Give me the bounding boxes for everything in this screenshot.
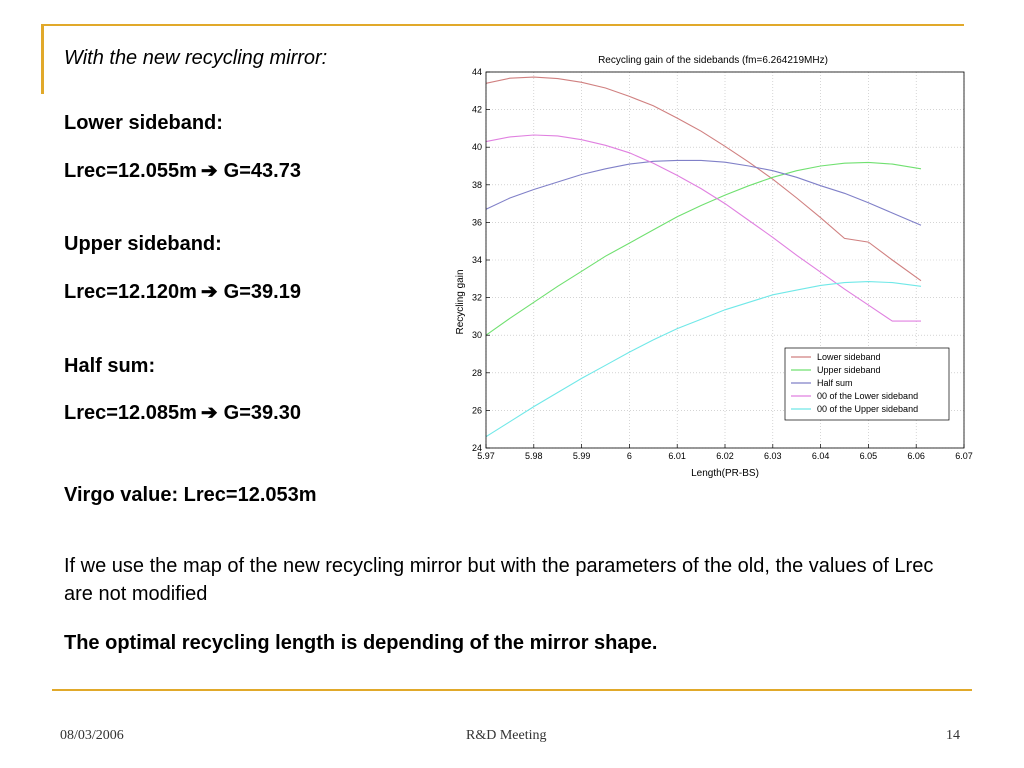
legend-label: Lower sideband (817, 352, 881, 362)
y-tick-label: 32 (472, 293, 482, 303)
conclusion-text: The optimal recycling length is dependin… (64, 632, 658, 654)
series-line (485, 159, 922, 226)
legend-label: 00 of the Lower sideband (817, 391, 918, 401)
lower-gain: G=43.73 (223, 160, 301, 182)
x-tick-label: 6 (627, 451, 632, 461)
arrow-right-icon: ➔ (200, 160, 218, 182)
lower-lrec: Lrec=12.055m (64, 160, 197, 182)
chart-x-axis-label: Length(PR-BS) (691, 468, 759, 479)
x-tick-label: 6.05 (860, 451, 878, 461)
y-tick-label: 34 (472, 255, 482, 265)
series-line (485, 161, 922, 336)
footer-page-number: 14 (946, 728, 960, 743)
chart-title: Recycling gain of the sidebands (fm=6.26… (598, 55, 828, 66)
virgo-value: Virgo value: Lrec=12.053m (64, 484, 317, 506)
x-tick-label: 6.03 (764, 451, 782, 461)
x-tick-label: 6.04 (812, 451, 830, 461)
paragraph-text: If we use the map of the new recycling m… (64, 555, 934, 605)
x-tick-label: 5.99 (573, 451, 591, 461)
arrow-right-icon: ➔ (200, 402, 218, 424)
series-line (485, 76, 922, 282)
legend-label: 00 of the Upper sideband (817, 404, 918, 414)
series-line (485, 134, 921, 322)
left-accent-rule (41, 24, 44, 94)
series-line (485, 281, 922, 438)
upper-sideband-result: Lrec=12.120m ➔ G=39.19 (64, 279, 301, 304)
lower-sideband-label: Lower sideband: (64, 112, 223, 134)
x-tick-label: 6.07 (955, 451, 973, 461)
chart-ticks: 5.97 5.98 5.99 6 6.01 6.02 6.03 6.04 6.05 6.06 6.0… (472, 67, 973, 461)
y-tick-label: 42 (472, 105, 482, 115)
footer-date: 08/03/2006 (60, 728, 124, 743)
upper-lrec: Lrec=12.120m (64, 281, 197, 303)
upper-sideband-label: Upper sideband: (64, 233, 222, 255)
legend-label: Upper sideband (817, 365, 881, 375)
y-tick-label: 40 (472, 142, 482, 152)
bottom-rule (52, 689, 972, 691)
x-tick-label: 5.98 (525, 451, 543, 461)
y-tick-label: 44 (472, 67, 482, 77)
chart-y-axis-label: Recycling gain (455, 269, 466, 334)
half-sum-label: Half sum: (64, 355, 156, 377)
chart-legend: Lower sideband Upper sideband Half sum 00 o… (784, 347, 950, 421)
y-tick-label: 38 (472, 180, 482, 190)
x-tick-label: 6.06 (907, 451, 925, 461)
footer-title: R&D Meeting (466, 728, 547, 743)
x-tick-label: 6.01 (668, 451, 686, 461)
chart-series (485, 76, 922, 438)
x-tick-label: 5.97 (477, 451, 495, 461)
y-tick-label: 24 (472, 443, 482, 453)
slide-heading: With the new recycling mirror: (64, 47, 328, 69)
half-gain: G=39.30 (223, 402, 301, 424)
y-tick-label: 28 (472, 368, 482, 378)
y-tick-label: 26 (472, 405, 482, 415)
upper-gain: G=39.19 (223, 281, 301, 303)
y-tick-label: 36 (472, 217, 482, 227)
legend-label: Half sum (817, 378, 853, 388)
lower-sideband-result: Lrec=12.055m ➔ G=43.73 (64, 158, 301, 183)
recycling-gain-chart: Recycling gain of the sidebands (fm=6.26… (448, 46, 980, 482)
arrow-right-icon: ➔ (200, 281, 218, 303)
top-rule (44, 24, 964, 26)
x-tick-label: 6.02 (716, 451, 734, 461)
half-sum-result: Lrec=12.085m ➔ G=39.30 (64, 400, 301, 425)
y-tick-label: 30 (472, 330, 482, 340)
legend-box (784, 347, 950, 421)
half-lrec: Lrec=12.085m (64, 402, 197, 424)
